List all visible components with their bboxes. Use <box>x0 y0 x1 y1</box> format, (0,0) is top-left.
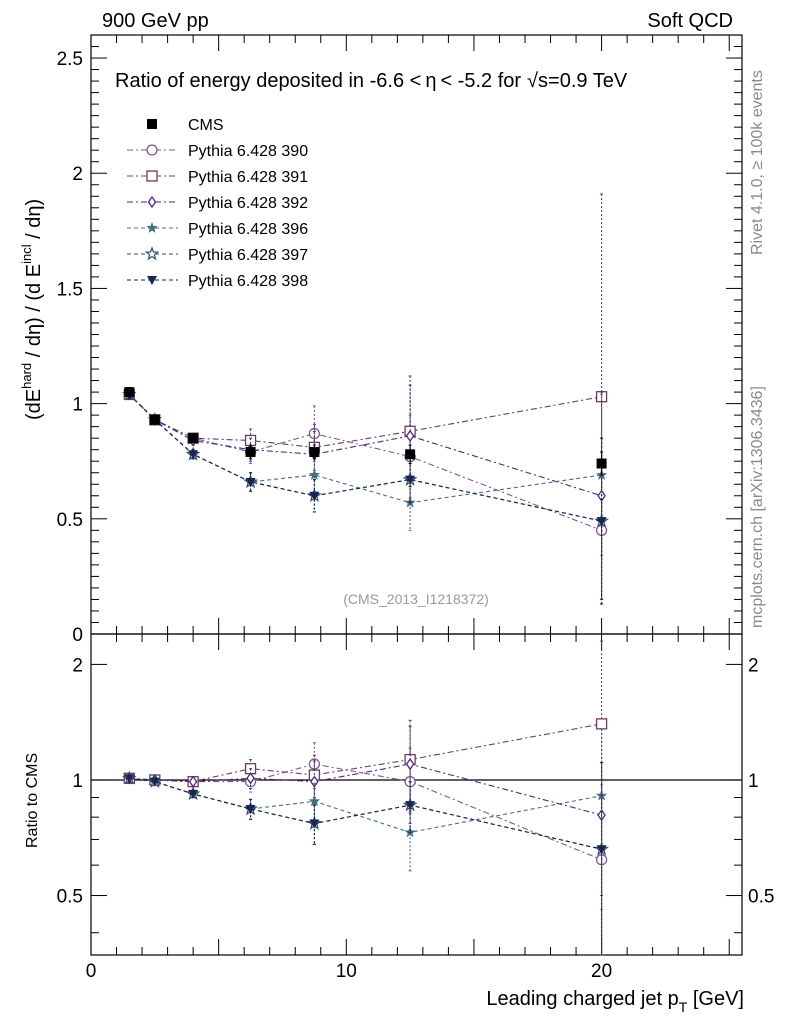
ratio-p398-line <box>129 777 602 850</box>
header-right: Soft QCD <box>647 10 733 32</box>
ratio-p392-point <box>310 775 319 788</box>
main-p398-point <box>405 475 416 485</box>
main-cms-point <box>188 433 199 444</box>
ratio-y-tick-label-right: 2 <box>748 655 759 676</box>
main-p397-line <box>128 394 602 522</box>
main-p398-point <box>188 450 199 460</box>
ratio-p396-line <box>129 777 602 833</box>
main-y-tick-label: 0 <box>72 625 83 646</box>
ratio-p392-point <box>405 757 415 771</box>
ratio-p392-point <box>246 772 255 785</box>
ratio-p398-point <box>405 801 416 811</box>
legend-marker-cms <box>147 119 157 129</box>
main-p392-point <box>405 429 415 443</box>
legend-marker-p396 <box>146 222 158 233</box>
x-tick-label: 10 <box>336 961 357 982</box>
legend-label-p392: Pythia 6.428 392 <box>188 195 308 212</box>
main-p398-line <box>128 394 602 522</box>
ratio-p398-point <box>309 819 320 829</box>
legend-label-p396: Pythia 6.428 396 <box>188 221 308 238</box>
legend-label-p391: Pythia 6.428 391 <box>188 169 308 186</box>
main-y-tick-label: 0.5 <box>57 510 83 531</box>
legend-marker-p397 <box>144 246 160 261</box>
main-y-tick-label: 1.5 <box>57 279 83 300</box>
ratio-y-tick-label-right: 0.5 <box>748 887 774 908</box>
main-cms-point <box>245 446 256 457</box>
ratio-p398-point <box>124 774 135 784</box>
plot-layer: 0 10 20 0 0.5 1 1.5 2 2.5 0.5 0.5 1 1 2 2 <box>57 34 774 982</box>
legend-marker-p390 <box>146 144 158 156</box>
main-p392-line <box>128 394 602 497</box>
main-cms-point <box>309 446 320 457</box>
ratio-ylabel: Ratio to CMS <box>24 753 41 848</box>
legend-marker-p392 <box>147 195 157 209</box>
ratio-p398-point <box>245 805 256 815</box>
main-y-tick-label: 2.5 <box>57 49 83 70</box>
ratio-p390-line <box>129 763 602 861</box>
x-axis-label: Leading charged jet pT [GeV] <box>486 988 744 1015</box>
legend: CMS Pythia 6.428 390 Pythia 6.428 391 Pythi… <box>127 117 308 290</box>
ratio-p398-point <box>149 777 160 787</box>
ratio-y-tick-label-left: 0.5 <box>57 887 83 908</box>
main-p398-point <box>309 491 320 501</box>
legend-marker-p391 <box>146 170 158 182</box>
legend-marker-p398 <box>147 276 157 285</box>
main-cms-point <box>149 414 160 425</box>
chart-title: Ratio of energy deposited in -6.6 < η < -5… <box>115 70 628 92</box>
legend-label-p390: Pythia 6.428 390 <box>188 143 308 160</box>
mcplots-label: mcplots.cern.ch [arXiv:1306.3436] <box>749 386 766 628</box>
main-p398-point <box>245 477 256 487</box>
ratio-p397-line <box>129 777 602 850</box>
main-p390-line <box>128 394 602 531</box>
main-ylabel: (dEhard / dη) / (d Eincl / dη) <box>19 199 45 420</box>
main-y-tick-label: 2 <box>72 164 83 185</box>
x-tick-label: 0 <box>86 961 97 982</box>
main-cms-point <box>596 458 607 469</box>
ratio-p396-point <box>308 795 321 807</box>
legend-label-cms: CMS <box>188 117 224 134</box>
legend-label-p397: Pythia 6.428 397 <box>188 247 308 264</box>
ratio-y-tick-label-right: 1 <box>748 771 759 792</box>
ratio-p391-point <box>595 718 608 730</box>
ratio-y-tick-label-left: 2 <box>72 655 83 676</box>
ratio-frame <box>90 633 743 956</box>
header-left: 900 GeV pp <box>102 10 209 32</box>
main-y-tick-label: 1 <box>72 395 83 416</box>
main-cms-point <box>124 387 135 398</box>
analysis-watermark: (CMS_2013_I1218372) <box>343 591 489 607</box>
main-p396-line <box>128 394 602 504</box>
main-cms-point <box>405 449 416 460</box>
ratio-p398-point <box>188 789 199 799</box>
main-p398-point <box>596 517 607 527</box>
legend-label-p398: Pythia 6.428 398 <box>188 273 308 290</box>
rivet-label: Rivet 4.1.0, ≥ 100k events <box>749 70 766 255</box>
ratio-p398-point <box>596 845 607 855</box>
ratio-y-tick-label-left: 1 <box>72 771 83 792</box>
ratio-p396-point <box>404 826 416 838</box>
x-tick-label: 20 <box>591 961 612 982</box>
ratio-p392-line <box>129 763 602 816</box>
main-p396-point <box>308 469 321 480</box>
